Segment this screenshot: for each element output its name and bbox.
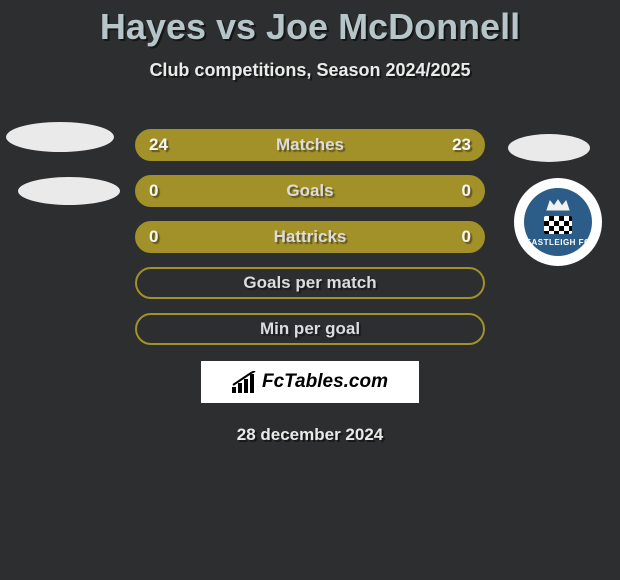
stat-label: Goals bbox=[286, 181, 333, 201]
stat-label: Min per goal bbox=[260, 319, 360, 339]
stat-row: Goals per match bbox=[135, 267, 485, 299]
decor-oval-left-1 bbox=[6, 122, 114, 152]
stat-row: 0 Goals 0 bbox=[135, 175, 485, 207]
stat-left-value: 24 bbox=[149, 135, 168, 155]
stat-left-value: 0 bbox=[149, 227, 158, 247]
date-text: 28 december 2024 bbox=[0, 425, 620, 445]
page-title: Hayes vs Joe McDonnell bbox=[0, 6, 620, 48]
checker-icon bbox=[544, 216, 572, 234]
stat-left-value: 0 bbox=[149, 181, 158, 201]
stat-label: Goals per match bbox=[243, 273, 376, 293]
decor-oval-right bbox=[508, 134, 590, 162]
stat-right-value: 0 bbox=[462, 227, 471, 247]
stat-right-value: 23 bbox=[452, 135, 471, 155]
stat-row: Min per goal bbox=[135, 313, 485, 345]
subtitle: Club competitions, Season 2024/2025 bbox=[0, 60, 620, 81]
stat-label: Matches bbox=[276, 135, 344, 155]
stats-list: 24 Matches 23 0 Goals 0 0 Hattricks 0 Goals per m… bbox=[135, 129, 485, 345]
stat-row: 0 Hattricks 0 bbox=[135, 221, 485, 253]
stat-right-value: 0 bbox=[462, 181, 471, 201]
crown-icon bbox=[545, 198, 571, 212]
crest-inner: EASTLEIGH FC bbox=[524, 188, 592, 256]
brand-text: FcTables.com bbox=[262, 371, 388, 393]
stat-label: Hattricks bbox=[274, 227, 347, 247]
away-crest: EASTLEIGH FC bbox=[514, 178, 602, 266]
decor-oval-left-2 bbox=[18, 177, 120, 205]
crest-label: EASTLEIGH FC bbox=[526, 238, 591, 247]
bars-icon bbox=[232, 371, 258, 393]
brand-flag: FcTables.com bbox=[201, 361, 419, 403]
stat-row: 24 Matches 23 bbox=[135, 129, 485, 161]
